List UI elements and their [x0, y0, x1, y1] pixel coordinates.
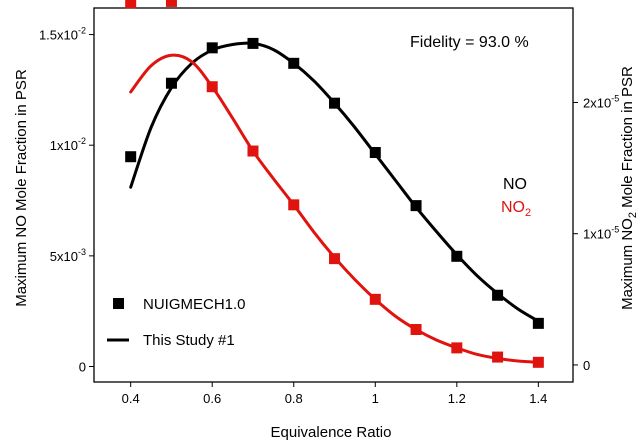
no-data-point	[410, 200, 422, 212]
x-tick-label: 0.4	[122, 391, 140, 406]
legend-marker-nuigmech	[113, 298, 124, 309]
no-data-point	[206, 42, 218, 54]
no2-data-point	[369, 293, 381, 305]
legend-label-nuigmech: NUIGMECH1.0	[143, 296, 246, 313]
no-data-point	[165, 77, 177, 89]
x-tick-label: 1	[372, 391, 379, 406]
no2-data-point	[165, 0, 177, 7]
no2-data-point	[492, 351, 504, 363]
no2-series-label: NO2	[501, 199, 531, 219]
no-data-point	[451, 250, 463, 262]
x-tick-label: 0.8	[285, 391, 303, 406]
fidelity-annotation: Fidelity = 93.0 %	[410, 34, 529, 51]
y-left-tick-label: 0	[79, 360, 86, 375]
no2-data-point	[288, 199, 300, 211]
x-tick-label: 0.6	[203, 391, 221, 406]
no2-data-point	[329, 253, 341, 265]
no-series-label: NO	[503, 176, 527, 193]
legend: NUIGMECH1.0 This Study #1	[107, 296, 246, 349]
no-data-point	[532, 317, 544, 329]
no-data-point	[125, 151, 137, 163]
no2-data-point	[410, 324, 422, 336]
y-left-tick-label: 1.5x10-2	[39, 26, 86, 43]
legend-label-this-study: This Study #1	[143, 332, 235, 349]
no2-data-point	[247, 145, 259, 157]
y-right-tick-label: 2x10-5	[583, 93, 619, 110]
no2-data-point	[125, 0, 137, 9]
no2-data-point	[206, 81, 218, 93]
x-tick-label: 1.4	[529, 391, 547, 406]
y-axis-right-title: Maximum NO2 Mole Fraction in PSR	[619, 66, 639, 310]
no-data-point	[247, 37, 259, 49]
plot-frame	[93, 7, 574, 383]
no-fit-curve	[129, 41, 540, 323]
no-data-point	[492, 289, 504, 301]
y-left-tick-label: 1x10-2	[50, 136, 86, 153]
no-data-point	[369, 147, 381, 159]
y-right-tick-label: 0	[583, 358, 590, 373]
no-data-point	[288, 57, 300, 69]
y-left-tick-label: 5x10-3	[50, 247, 86, 264]
no2-data-point	[532, 356, 544, 368]
no2-data-point	[451, 342, 463, 354]
y-axis-left-title: Maximum NO Mole Fraction in PSR	[13, 69, 30, 307]
x-tick-label: 1.2	[448, 391, 466, 406]
x-axis-title: Equivalence Ratio	[271, 424, 392, 441]
y-right-tick-label: 1x10-5	[583, 225, 619, 242]
no-data-point	[329, 97, 341, 109]
